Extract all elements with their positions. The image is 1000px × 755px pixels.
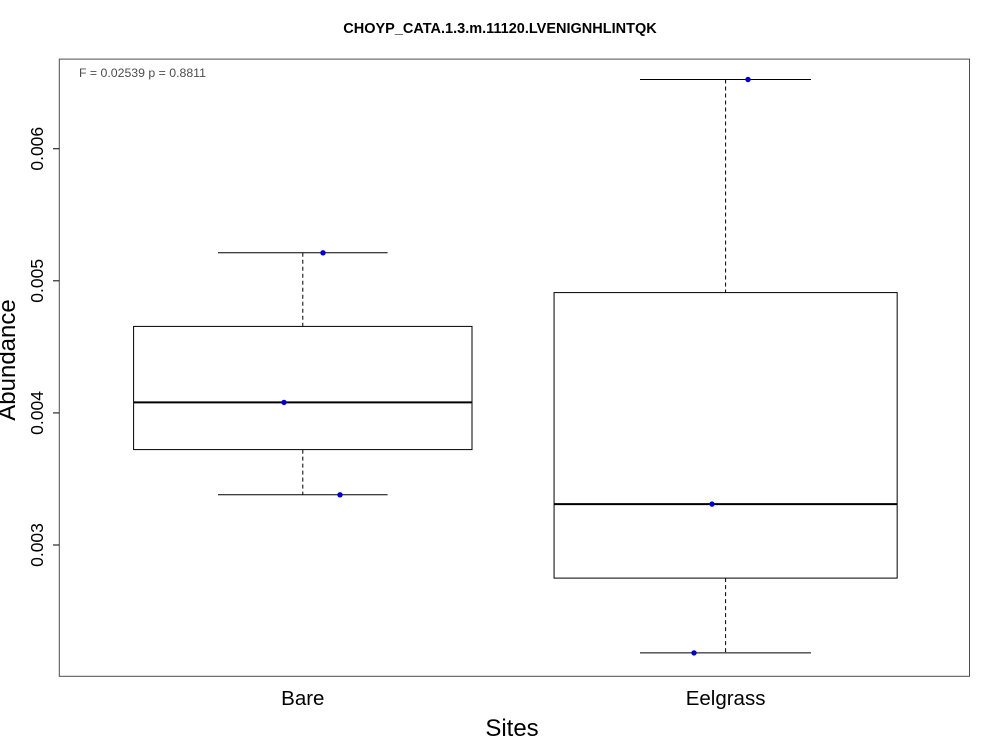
svg-text:0.004: 0.004: [27, 391, 47, 435]
svg-text:Sites: Sites: [485, 715, 538, 742]
svg-text:0.003: 0.003: [27, 523, 47, 567]
svg-text:CHOYP_CATA.1.3.m.11120.LVENIGN: CHOYP_CATA.1.3.m.11120.LVENIGNHLINTQK: [343, 21, 657, 37]
svg-text:Eelgrass: Eelgrass: [686, 687, 766, 710]
svg-text:0.006: 0.006: [27, 127, 47, 171]
svg-text:Bare: Bare: [281, 687, 324, 710]
svg-text:Abundance: Abundance: [0, 299, 21, 420]
svg-text:F = 0.02539 p = 0.8811: F = 0.02539 p = 0.8811: [79, 66, 206, 80]
svg-text:0.005: 0.005: [27, 259, 47, 303]
